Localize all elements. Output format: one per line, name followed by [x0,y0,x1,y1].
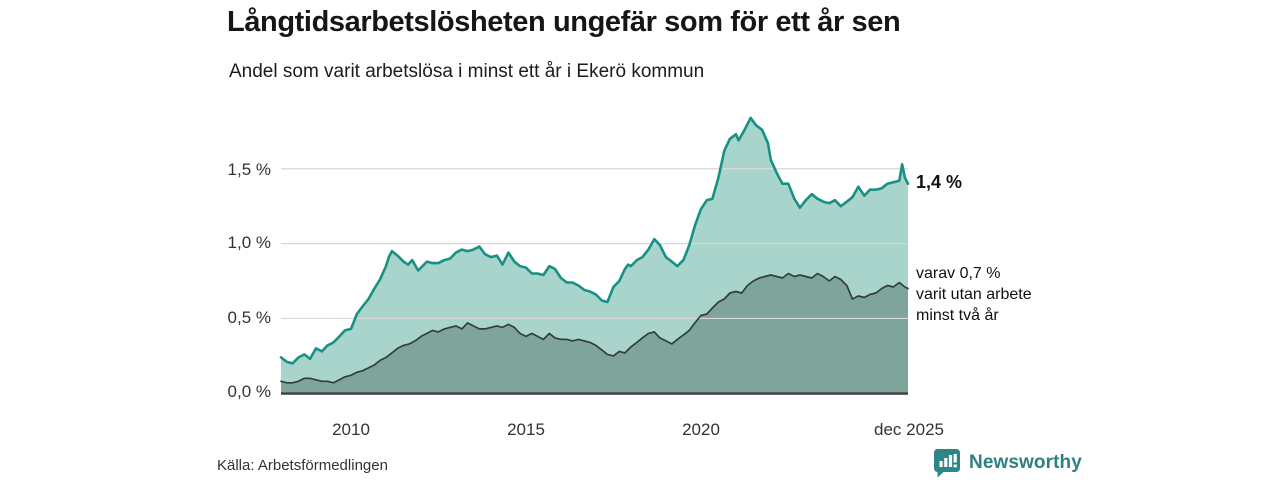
x-tick-label: 2010 [332,420,370,439]
line-unemployed-1yr [279,116,910,365]
brand-logo: Newsworthy [934,448,1082,478]
secondary-value-label: varav 0,7 % varit utan arbete minst två … [916,263,1032,326]
area-unemployed-2yr [281,273,908,394]
line-unemployed-2yr [280,272,909,384]
latest-value-label: 1,4 % [916,172,963,192]
secondary-value-line: varav 0,7 % [916,265,1001,282]
y-tick-label: 0,0 % [227,382,271,401]
page-title: Långtidsarbetslösheten ungefär som för e… [227,6,901,38]
secondary-value-line: minst två år [916,307,999,324]
y-tick-label: 1,0 % [227,233,271,252]
gridline-layer [281,168,908,320]
source-note: Källa: Arbetsförmedlingen [217,457,388,474]
brand-name: Newsworthy [969,452,1082,473]
y-tick-label: 1,5 % [227,160,271,179]
x-tick-label: 2020 [682,420,720,439]
y-tick-label: 0,5 % [227,308,271,327]
line-layer [279,116,910,384]
x-tick-label: dec 2025 [874,420,944,439]
chart-subtitle: Andel som varit arbetslösa i minst ett å… [229,61,705,82]
x-tick-label: 2015 [507,420,545,439]
secondary-value-line: varit utan arbete [916,286,1032,303]
area-layer [281,117,908,394]
newsworthy-icon [934,449,960,478]
